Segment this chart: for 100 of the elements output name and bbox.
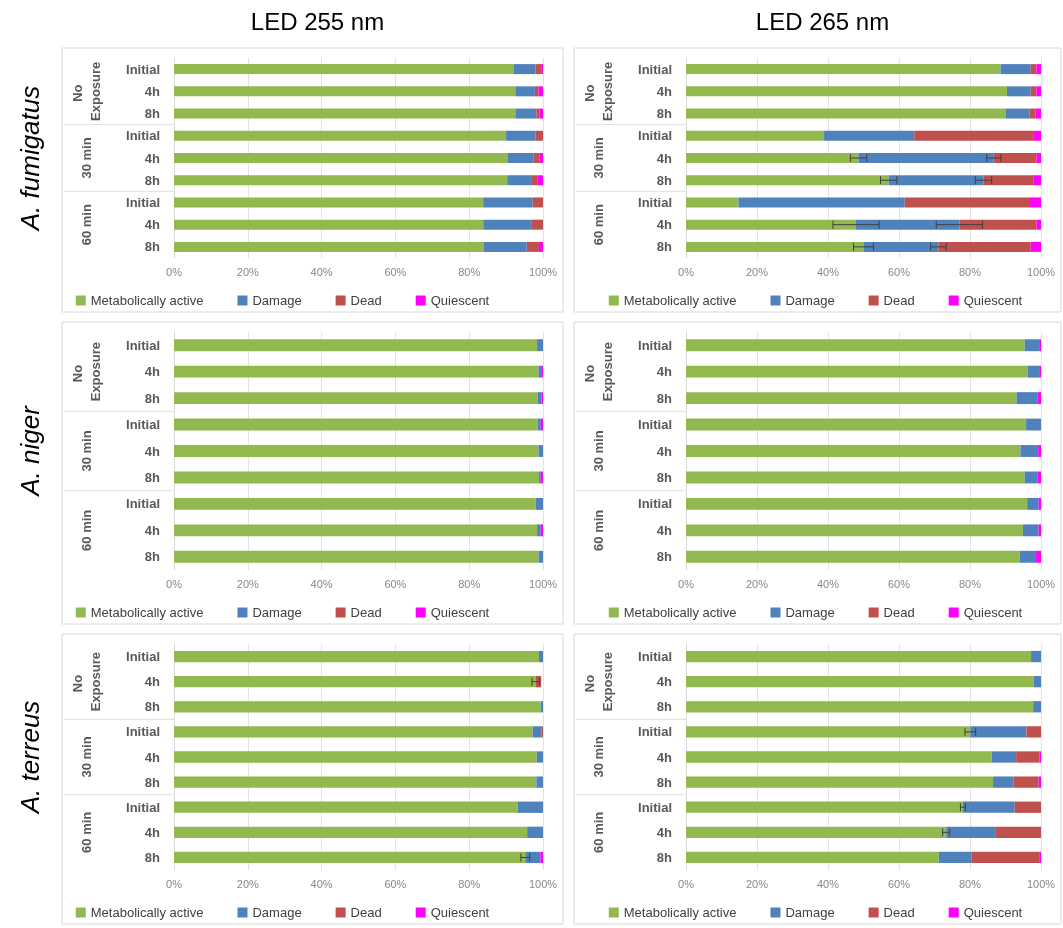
legend-label: Quiescent [430, 293, 490, 308]
legend-label: Dead [350, 905, 382, 920]
bar [686, 801, 963, 813]
bar [1016, 751, 1040, 763]
y-tick-label: 4h [656, 674, 673, 690]
bar [686, 130, 825, 141]
y-tick-label: Initial [638, 649, 672, 665]
y-tick-label: Initial [638, 337, 672, 353]
bar [1036, 219, 1041, 230]
x-tick-label: 100% [1026, 265, 1056, 278]
legend-label: Damage [785, 605, 835, 620]
bar [1027, 497, 1039, 510]
bar [1030, 241, 1041, 252]
bar [506, 130, 536, 141]
y-tick-label: 4h [656, 217, 673, 233]
y-tick-label: 4h [144, 674, 161, 690]
bar [1033, 175, 1041, 186]
y-tick-label: Initial [126, 799, 160, 815]
x-tick-label: 80% [458, 577, 481, 590]
bar [1026, 418, 1041, 431]
y-tick-label: 4h [656, 824, 673, 840]
bar [507, 175, 532, 186]
text: 60 min [590, 811, 606, 853]
legend-label: Metabolically active [90, 293, 204, 308]
legend-label: Quiescent [430, 605, 490, 620]
bar [858, 153, 994, 163]
y-tick-label: 8h [144, 106, 161, 122]
legend-label: Metabolically active [90, 605, 204, 620]
bar [538, 550, 543, 563]
y-tick-label: 8h [656, 549, 673, 565]
x-tick-label: 40% [816, 877, 840, 890]
bar [174, 726, 533, 738]
bar [983, 175, 1034, 186]
y-tick-label: 8h [144, 390, 161, 406]
y-tick-label: 4h [656, 443, 673, 459]
x-tick-label: 40% [816, 265, 840, 278]
bar [993, 776, 1014, 788]
bar [1024, 339, 1040, 352]
bar [539, 153, 543, 163]
y-tick-label: Initial [126, 649, 160, 665]
y-tick-label: 8h [656, 172, 673, 188]
y-tick-label: Initial [638, 799, 672, 815]
bar [856, 219, 960, 230]
y-tick-label: 4h [144, 443, 161, 459]
y-tick-label: 4h [144, 150, 161, 166]
x-tick-label: 80% [958, 877, 982, 890]
bar [1033, 701, 1041, 713]
text: 30 min [590, 430, 606, 472]
bar [686, 776, 994, 788]
x-tick-label: 80% [458, 877, 481, 890]
y-tick-label: 4h [144, 364, 161, 380]
bar [991, 751, 1017, 763]
y-tick-label: 8h [144, 239, 161, 255]
y-tick-label: 8h [656, 390, 673, 406]
bar [525, 851, 541, 864]
x-tick-label: 20% [236, 877, 260, 890]
bar [686, 175, 889, 186]
bar [538, 241, 543, 252]
bar [1029, 197, 1041, 208]
x-tick-label: 80% [458, 265, 481, 278]
x-tick-label: 40% [816, 577, 840, 590]
text: No Exposure [69, 342, 103, 402]
bar [1031, 650, 1041, 663]
text: No Exposure [69, 61, 103, 121]
x-tick-label: 40% [310, 877, 333, 890]
legend-label: Damage [252, 605, 302, 620]
bar [532, 726, 542, 738]
bar [174, 550, 539, 563]
y-tick-label: 8h [656, 106, 673, 122]
bar [1019, 550, 1037, 563]
bar [517, 801, 543, 813]
x-tick-label: 100% [1026, 877, 1056, 890]
bar [686, 241, 864, 252]
bar [1035, 108, 1041, 119]
bar [540, 851, 543, 864]
y-tick-label: 8h [656, 469, 673, 485]
bar [1037, 471, 1041, 484]
bar [686, 339, 1025, 352]
bar [1036, 86, 1041, 97]
chart-title: LED 265 nm [755, 7, 890, 35]
bar [686, 524, 1023, 537]
chart-title: LED 255 nm [250, 7, 385, 35]
bar [174, 86, 516, 97]
bar [1026, 726, 1041, 738]
bar [686, 497, 1028, 510]
legend-label: Metabolically active [623, 293, 737, 308]
bar [538, 445, 543, 457]
y-tick-label: Initial [638, 194, 672, 210]
bar [174, 130, 507, 141]
text: 60 min [78, 204, 94, 246]
y-tick-label: 8h [144, 549, 161, 565]
bar [686, 751, 992, 763]
bar [537, 175, 543, 186]
bar [1033, 130, 1041, 141]
bar [174, 676, 536, 688]
y-tick-label: 4h [144, 749, 161, 765]
x-tick-label: 40% [310, 577, 333, 590]
text: 60 min [78, 509, 94, 551]
legend-label: Quiescent [963, 293, 1023, 308]
y-axis-title: A. niger [15, 404, 45, 498]
